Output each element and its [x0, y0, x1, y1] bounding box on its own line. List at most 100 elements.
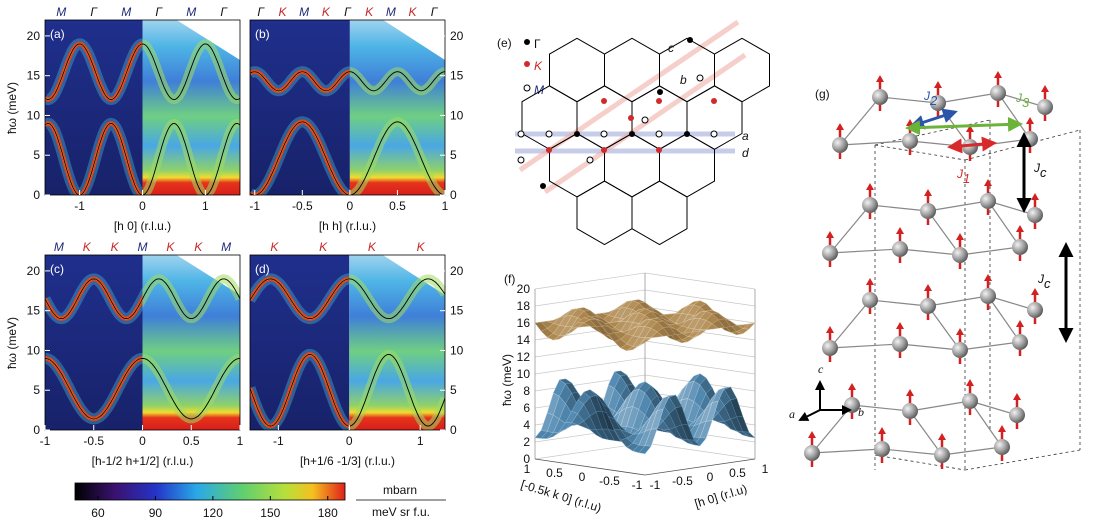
coupling-symbol: J: [1015, 91, 1023, 105]
bond: [927, 200, 989, 212]
atom: [920, 298, 936, 314]
heatmap: [45, 255, 240, 430]
m-point: [517, 130, 525, 138]
k-point: [656, 98, 662, 104]
symmetry-point: M: [186, 5, 196, 19]
coupling-sub: 2: [929, 93, 938, 108]
spin-head: [1031, 288, 1039, 295]
m-point: [710, 130, 718, 138]
honeycomb: a b c d: [515, 19, 770, 246]
spin-head: [956, 233, 964, 240]
z-tick-label: 14: [517, 333, 531, 347]
x-tick-label: 0: [346, 434, 353, 448]
spin-head: [878, 427, 886, 434]
surface-facet: [638, 337, 652, 346]
y-tick-label: 0: [33, 188, 40, 202]
symmetry-point: K: [278, 5, 287, 19]
spin-head: [956, 328, 964, 335]
atom: [1027, 302, 1043, 318]
symmetry-point: Γ: [257, 5, 265, 19]
hexagon: [631, 85, 688, 150]
y-tick-label: 5: [33, 148, 40, 162]
hexagon: [686, 85, 743, 150]
atom: [902, 403, 918, 419]
y-tick-label: 1: [762, 462, 769, 476]
x-tick-label: -1: [273, 434, 284, 448]
heatmap: [250, 20, 445, 195]
panel-label: (b): [255, 27, 270, 41]
spin-head: [1041, 85, 1049, 92]
spin-head: [866, 183, 874, 190]
z-tick-label: 0: [523, 452, 530, 466]
x-tick-label: 0.5: [183, 434, 200, 448]
atom: [1027, 207, 1043, 223]
y-tick-label: 5: [450, 383, 457, 397]
symmetry-point: M: [56, 5, 66, 19]
y-tick-label: 10: [450, 108, 464, 122]
legend-label: M: [534, 83, 544, 97]
y-tick-label: 0: [707, 470, 714, 484]
bond: [959, 341, 1021, 351]
bond: [969, 400, 1003, 448]
hexagon: [576, 180, 633, 246]
atom: [862, 292, 878, 308]
spin-head: [984, 179, 992, 186]
panel-g-labels: J2 J3 J1 Jc Jc c a b: [789, 89, 1051, 421]
x-tick-label: 0.5: [389, 199, 406, 213]
colorbar-tick-label: 60: [91, 506, 105, 520]
y-axis-label: ħω (meV): [5, 82, 19, 134]
bond: [987, 295, 1036, 311]
bond: [937, 92, 999, 104]
atom: [892, 336, 908, 352]
symmetry-point: K: [417, 240, 426, 254]
z-tick-label: 18: [517, 299, 531, 313]
atom: [994, 439, 1010, 455]
hexagon: [631, 180, 688, 246]
x-tick-label: 0: [347, 199, 354, 213]
spin-head: [836, 123, 844, 130]
k-point: [601, 147, 607, 153]
cell-edge: [964, 129, 1081, 161]
x-tick-label: -0.5: [599, 474, 620, 488]
symmetry-point: M: [138, 240, 148, 254]
symmetry-point: K: [368, 240, 377, 254]
atom: [822, 340, 838, 356]
colorbar: [74, 482, 346, 501]
coupling-label: J2: [923, 89, 938, 108]
z-tick-label: 16: [517, 316, 531, 330]
legend-dot: [524, 61, 530, 67]
bond: [869, 299, 929, 307]
bond: [909, 410, 943, 456]
symmetry-point: Γ: [344, 5, 352, 19]
coupling-sub: 3: [1022, 95, 1030, 110]
spin-head: [938, 433, 946, 440]
coupling-sub: 1: [963, 171, 970, 186]
z-tick-label: 4: [523, 418, 530, 432]
m-point: [600, 130, 608, 138]
x-tick-label: -1: [40, 434, 51, 448]
spin-head: [1013, 393, 1021, 400]
y-tick-label: 20: [27, 29, 41, 43]
hexagon: [549, 37, 605, 103]
spin-head: [876, 75, 884, 82]
m-point: [641, 116, 649, 124]
symmetry-point: K: [408, 5, 417, 19]
atom: [804, 445, 820, 461]
atom: [862, 197, 878, 213]
y-tick-label: 20: [450, 29, 464, 43]
x-tick-label: -0.5: [292, 199, 313, 213]
axis-label: [-0.5k k 0] (r.l.u): [519, 477, 603, 515]
y-tick-label: 5: [450, 148, 457, 162]
z-tick-label: 20: [517, 282, 531, 296]
spin-head: [924, 284, 932, 291]
heatmap: [45, 20, 240, 195]
bond: [987, 295, 1021, 343]
model-curve: [250, 71, 445, 92]
cut-label: b: [680, 73, 687, 87]
symmetry-point: Γ: [155, 5, 163, 19]
crystal: [798, 71, 1081, 471]
legend-label: K: [534, 59, 543, 73]
bond: [969, 400, 1018, 416]
y-tick-label: 15: [27, 69, 41, 83]
x-axis-label: [h+1/6 -1/3] (r.l.u.): [300, 454, 395, 468]
